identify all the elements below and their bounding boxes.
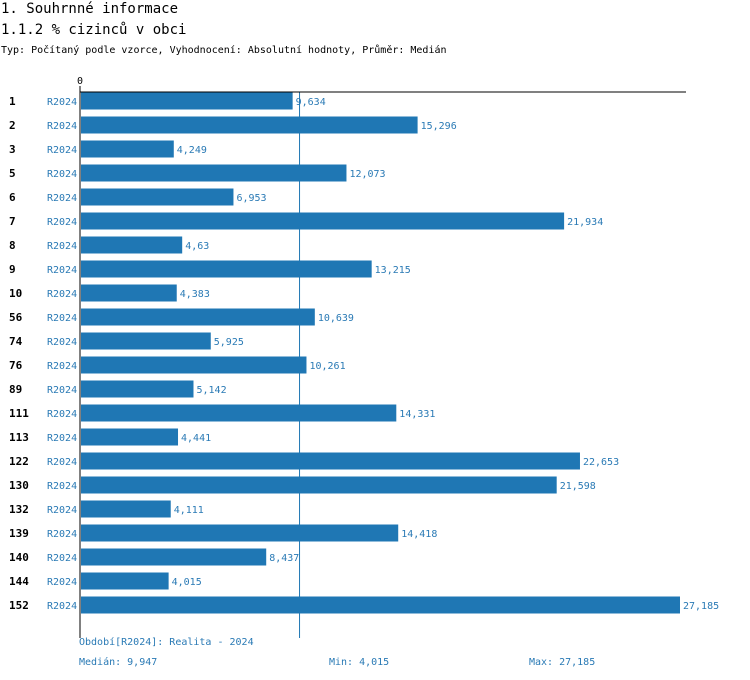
series-label: R2024: [47, 169, 77, 180]
row-label: 111: [9, 407, 29, 420]
series-label: R2024: [47, 121, 77, 132]
value-label: 14,418: [401, 529, 437, 540]
row-label: 122: [9, 455, 29, 468]
x-tick-label: 0: [77, 76, 83, 87]
value-label: 5,142: [196, 385, 226, 396]
bar: [81, 452, 580, 470]
chart-title: 1.1.2 % cizinců v obci: [1, 22, 187, 38]
bar: [81, 92, 293, 110]
value-label: 13,215: [375, 265, 411, 276]
footer-median: Medián: 9,947: [79, 657, 158, 668]
value-label: 27,185: [683, 601, 719, 612]
bar: [81, 548, 267, 566]
row-label: 130: [9, 479, 29, 492]
row-label: 56: [9, 311, 23, 324]
row-label: 113: [9, 431, 29, 444]
row-label: 2: [9, 119, 16, 132]
row-label: 139: [9, 527, 29, 540]
series-label: R2024: [47, 577, 77, 588]
bar: [81, 236, 183, 254]
value-label: 21,934: [567, 217, 603, 228]
bar: [81, 308, 315, 326]
series-label: R2024: [47, 409, 77, 420]
value-label: 21,598: [560, 481, 596, 492]
footer-period: Období[R2024]: Realita - 2024: [79, 637, 254, 648]
series-label: R2024: [47, 553, 77, 564]
bar: [81, 140, 174, 158]
series-label: R2024: [47, 529, 77, 540]
row-label: 1: [9, 95, 16, 108]
series-label: R2024: [47, 265, 77, 276]
value-label: 4,383: [180, 289, 210, 300]
bar: [81, 524, 399, 542]
series-label: R2024: [47, 289, 77, 300]
value-label: 4,63: [185, 241, 209, 252]
bar: [81, 260, 372, 278]
series-label: R2024: [47, 241, 77, 252]
series-label: R2024: [47, 433, 77, 444]
series-label: R2024: [47, 97, 77, 108]
bar: [81, 572, 169, 590]
row-label: 144: [9, 575, 29, 588]
value-label: 14,331: [399, 409, 435, 420]
value-label: 6,953: [236, 193, 266, 204]
section-title: 1. Souhrnné informace: [1, 1, 179, 17]
bar: [81, 356, 307, 374]
value-label: 22,653: [583, 457, 619, 468]
series-label: R2024: [47, 313, 77, 324]
series-label: R2024: [47, 145, 77, 156]
series-label: R2024: [47, 385, 77, 396]
value-label: 9,634: [296, 97, 326, 108]
value-label: 10,261: [309, 361, 345, 372]
bar: [81, 332, 211, 350]
bar: [81, 188, 234, 206]
series-label: R2024: [47, 361, 77, 372]
bar: [81, 284, 177, 302]
row-label: 8: [9, 239, 16, 252]
series-label: R2024: [47, 505, 77, 516]
bar: [81, 212, 565, 230]
value-label: 4,249: [177, 145, 207, 156]
row-label: 140: [9, 551, 29, 564]
series-label: R2024: [47, 193, 77, 204]
bar: [81, 116, 418, 134]
value-label: 5,925: [214, 337, 244, 348]
series-label: R2024: [47, 601, 77, 612]
chart-meta: Typ: Počítaný podle vzorce, Vyhodnocení:…: [1, 45, 447, 56]
value-label: 12,073: [349, 169, 385, 180]
row-label: 6: [9, 191, 16, 204]
value-label: 4,015: [172, 577, 202, 588]
row-label: 152: [9, 599, 29, 612]
value-label: 10,639: [318, 313, 354, 324]
bar: [81, 476, 557, 494]
series-label: R2024: [47, 217, 77, 228]
value-label: 4,111: [174, 505, 204, 516]
row-label: 89: [9, 383, 22, 396]
bar: [81, 596, 680, 614]
series-label: R2024: [47, 481, 77, 492]
bar: [81, 380, 194, 398]
value-label: 4,441: [181, 433, 211, 444]
row-label: 3: [9, 143, 16, 156]
row-label: 5: [9, 167, 16, 180]
bar: [81, 500, 171, 518]
row-label: 132: [9, 503, 29, 516]
bar: [81, 428, 179, 446]
row-label: 9: [9, 263, 16, 276]
footer-min: Min: 4,015: [329, 657, 390, 668]
bar: [81, 164, 347, 182]
value-label: 15,296: [421, 121, 457, 132]
value-label: 8,437: [269, 553, 299, 564]
row-label: 10: [9, 287, 22, 300]
footer-max: Max: 27,185: [529, 657, 596, 668]
series-label: R2024: [47, 337, 77, 348]
row-label: 76: [9, 359, 23, 372]
row-label: 74: [9, 335, 23, 348]
bar: [81, 404, 397, 422]
series-label: R2024: [47, 457, 77, 468]
row-label: 7: [9, 215, 16, 228]
